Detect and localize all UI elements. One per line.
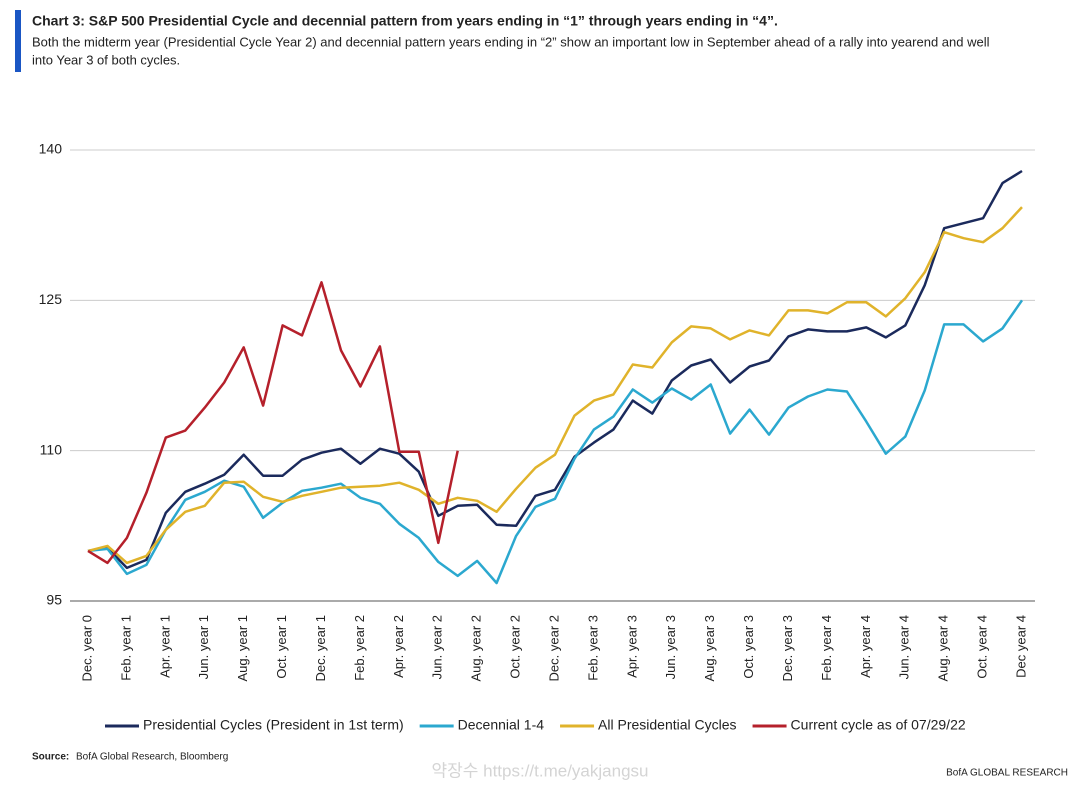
x-tick-label: Apr. year 3 [624,615,639,678]
x-tick-label: Dec. year 0 [79,615,94,681]
watermark: 약장수 https://t.me/yakjangsu [431,761,648,780]
subtitle: Both the midterm year (Presidential Cycl… [32,34,990,49]
x-tick-label: Oct. year 2 [508,615,523,679]
x-tick-label: Aug. year 3 [702,615,717,682]
y-tick-label: 140 [39,141,63,157]
footer: BofA GLOBAL RESEARCH [946,768,1068,779]
legend-label: Presidential Cycles (President in 1st te… [143,717,404,733]
x-tick-label: Aug. year 4 [936,615,951,682]
y-tick-label: 95 [46,592,62,608]
legend-label: Decennial 1-4 [458,717,545,733]
x-tick-label: Dec year 4 [1013,615,1028,678]
series-line [87,281,459,565]
series-line [87,299,1024,585]
x-tick-label: Aug. year 2 [469,615,484,682]
series-line [87,169,1023,570]
x-tick-label: Jun. year 3 [663,615,678,679]
x-tick-label: Feb. year 4 [819,615,834,681]
x-tick-label: Apr. year 1 [157,615,172,678]
x-tick-label: Feb. year 2 [352,615,367,681]
legend-label: All Presidential Cycles [598,717,737,733]
accent-bar [15,10,21,72]
x-tick-label: Apr. year 4 [858,615,873,678]
x-tick-label: Oct. year 3 [741,615,756,679]
x-tick-label: Aug. year 1 [235,615,250,682]
x-tick-label: Jun. year 2 [430,615,445,679]
x-tick-label: Feb. year 3 [585,615,600,681]
x-tick-label: Oct. year 1 [274,615,289,679]
x-tick-label: Dec. year 3 [780,615,795,681]
x-tick-label: Jun. year 1 [196,615,211,679]
source-label: Source: [32,752,69,763]
y-tick-label: 125 [39,291,63,307]
y-tick-label: 110 [40,441,63,457]
chart-title: Chart 3: S&P 500 Presidential Cycle and … [32,13,778,29]
x-tick-label: Dec. year 2 [546,615,561,681]
series-line [87,206,1023,565]
x-tick-label: Oct. year 4 [975,615,990,679]
x-tick-label: Feb. year 1 [118,615,133,681]
x-tick-label: Dec. year 1 [313,615,328,681]
legend-label: Current cycle as of 07/29/22 [791,717,966,733]
x-tick-label: Apr. year 2 [391,615,406,678]
subtitle: into Year 3 of both cycles. [32,52,180,67]
x-tick-label: Jun. year 4 [897,615,912,679]
source: BofA Global Research, Bloomberg [76,752,228,763]
